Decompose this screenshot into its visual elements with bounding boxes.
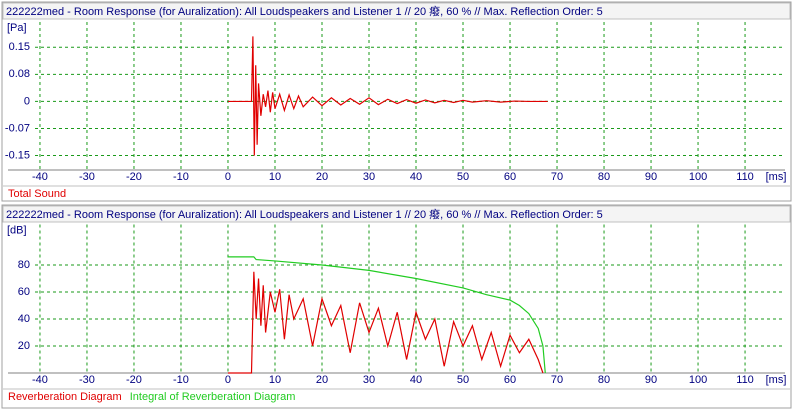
legend-entry: Integral of Reverberation Diagram [130, 391, 296, 403]
y-axis-label: [dB] [7, 224, 27, 236]
x-tick-label: 10 [269, 374, 281, 386]
x-tick-label: 90 [645, 171, 657, 183]
chart-title: 222222med - Room Response (for Auralizat… [6, 4, 603, 18]
x-tick-label: 110 [736, 171, 754, 183]
x-tick-label: 40 [410, 171, 422, 183]
y-tick-label: -0.15 [5, 149, 30, 161]
y-tick-label: 0 [24, 95, 30, 107]
x-tick-label: 10 [269, 171, 281, 183]
x-tick-label: -40 [32, 171, 48, 183]
y-tick-label: 40 [18, 313, 30, 325]
x-tick-label: -10 [173, 171, 189, 183]
x-tick-label: 110 [736, 374, 754, 386]
x-tick-label: -30 [79, 374, 95, 386]
x-tick-label: -40 [32, 374, 48, 386]
x-tick-label: 30 [363, 171, 375, 183]
x-tick-label: 70 [551, 171, 563, 183]
data-line [227, 271, 544, 374]
x-tick-label: 100 [689, 171, 707, 183]
x-tick-label: 20 [316, 171, 328, 183]
y-tick-label: 80 [18, 259, 30, 271]
y-tick-label: -0.07 [5, 122, 30, 134]
x-tick-label: 80 [598, 374, 610, 386]
data-line [227, 256, 546, 374]
x-tick-label: -20 [126, 171, 142, 183]
title-bar [2, 2, 791, 20]
x-axis-label: [ms] [766, 374, 787, 386]
x-tick-label: -10 [173, 374, 189, 386]
y-tick-label: 0.08 [9, 68, 30, 80]
panel-frame [1, 204, 792, 409]
x-tick-label: 70 [551, 374, 563, 386]
chart-title: 222222med - Room Response (for Auralizat… [6, 207, 603, 221]
title-bar [2, 205, 791, 223]
y-tick-label: 0.15 [9, 41, 30, 53]
x-tick-label: 20 [316, 374, 328, 386]
x-tick-label: 100 [689, 374, 707, 386]
y-tick-label: 20 [18, 340, 30, 352]
x-tick-label: 50 [457, 171, 469, 183]
x-tick-label: 50 [457, 374, 469, 386]
data-line [227, 36, 548, 156]
x-tick-label: 40 [410, 374, 422, 386]
x-tick-label: -20 [126, 374, 142, 386]
legend-entry: Total Sound [8, 188, 66, 200]
x-tick-label: 80 [598, 171, 610, 183]
x-axis-label: [ms] [766, 171, 787, 183]
y-axis-label: [Pa] [7, 22, 27, 34]
x-tick-label: -30 [79, 171, 95, 183]
x-tick-label: 60 [504, 374, 516, 386]
x-tick-label: 60 [504, 171, 516, 183]
x-tick-label: 0 [225, 171, 231, 183]
legend-entry: Reverberation Diagram [8, 391, 122, 403]
x-tick-label: 30 [363, 374, 375, 386]
x-tick-label: 90 [645, 374, 657, 386]
x-tick-label: 0 [225, 374, 231, 386]
y-tick-label: 60 [18, 286, 30, 298]
